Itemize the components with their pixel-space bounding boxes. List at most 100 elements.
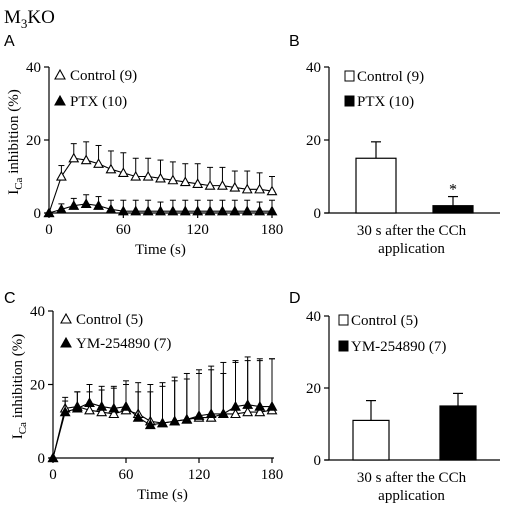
y-axis-label-tail: inhibition (%): [6, 89, 22, 177]
data-point: [155, 205, 166, 216]
data-point: [266, 205, 278, 216]
x-tick-label: 0: [49, 467, 57, 483]
legend-marker: [54, 68, 66, 80]
data-point: [179, 176, 191, 187]
data-point: [230, 408, 241, 419]
legend-swatch: [338, 314, 349, 326]
data-point: [117, 167, 129, 177]
y-axis-label-sub: Ca: [17, 422, 29, 434]
data-point: [68, 152, 80, 163]
legend-marker: [54, 94, 66, 106]
data-point: [105, 203, 117, 214]
data-point: [157, 417, 168, 428]
legend-label: Control (9): [357, 69, 424, 85]
data-point: [93, 158, 104, 168]
data-point: [204, 179, 216, 190]
data-point: [229, 205, 241, 216]
data-point: [167, 174, 179, 185]
panel-c: C 0 20 40 0 60 120 180 Time (s) ICa inhibition (%…: [4, 290, 283, 503]
data-point: [55, 203, 67, 214]
bar: [439, 405, 477, 461]
legend-label: YM-254890 (7): [76, 336, 171, 352]
panel-label: B: [289, 33, 300, 50]
data-point: [181, 413, 193, 424]
legend-label: PTX (10): [357, 94, 414, 110]
data-point: [242, 406, 254, 417]
data-point: [93, 200, 104, 210]
data-point: [167, 205, 179, 216]
y-tick-label: 0: [34, 206, 42, 222]
panel-label: A: [4, 33, 15, 50]
data-point: [108, 408, 120, 419]
figure-title: M3KO: [4, 7, 55, 31]
data-point: [144, 419, 156, 430]
data-point: [192, 178, 204, 188]
x-axis-label-line: 30 s after the CCh: [357, 470, 467, 486]
data-point: [266, 185, 278, 196]
legend-swatch: [338, 340, 349, 352]
legend-marker: [60, 336, 72, 348]
x-tick-label: 60: [119, 467, 134, 483]
data-point: [254, 406, 266, 417]
legend-marker: [60, 312, 72, 324]
data-point: [230, 400, 241, 411]
data-point: [59, 406, 71, 417]
data-point: [43, 207, 55, 218]
data-point: [80, 198, 92, 209]
series-treatment: [47, 356, 278, 463]
y-tick-label: 0: [314, 453, 322, 469]
bar: [355, 157, 397, 214]
legend-label: YM-254890 (7): [351, 339, 446, 355]
data-point: [217, 179, 228, 190]
x-tick-label: 120: [188, 467, 211, 483]
x-axis-label: Time (s): [135, 242, 186, 258]
legend-swatch: [344, 95, 355, 107]
data-point: [241, 183, 253, 194]
y-tick-label: 20: [26, 133, 41, 149]
data-point: [84, 404, 95, 415]
series-treatment: [43, 194, 278, 218]
legend-label: Control (9): [70, 68, 137, 84]
x-tick-label: 180: [261, 467, 284, 483]
legend-label: Control (5): [76, 312, 143, 328]
data-point: [47, 452, 59, 463]
data-point: [193, 410, 205, 420]
y-tick-label: 40: [26, 60, 41, 76]
data-point: [96, 406, 108, 417]
x-tick-label: 180: [261, 222, 284, 238]
data-point: [192, 205, 204, 216]
x-axis-label-line: application: [378, 488, 445, 504]
data-point: [242, 399, 254, 409]
y-axis-label: ICa inhibition (%): [6, 89, 25, 195]
data-point: [142, 205, 154, 216]
x-tick-label: 0: [45, 222, 53, 238]
y-tick-label: 20: [306, 133, 321, 149]
y-axis-label-sub: Ca: [13, 177, 25, 189]
data-point: [179, 205, 191, 216]
y-axis-label-tail: inhibition (%): [10, 334, 26, 422]
y-axis-label-main: I: [10, 434, 26, 439]
data-point: [217, 205, 228, 216]
data-point: [217, 408, 229, 419]
y-tick-label: 40: [30, 304, 45, 320]
legend-swatch: [344, 70, 355, 82]
x-axis-label: Time (s): [137, 487, 188, 503]
panel-a: A 0 20 40 0 60 120 180 Time (s) ICa inhibition (%…: [4, 33, 283, 258]
data-point: [229, 181, 241, 192]
data-point: [55, 170, 67, 181]
y-tick-label: 40: [306, 309, 321, 325]
data-point: [204, 205, 216, 216]
data-point: [84, 397, 95, 408]
data-point: [68, 200, 80, 210]
data-point: [130, 205, 142, 216]
data-point: [254, 183, 266, 194]
x-tick-label: 60: [116, 222, 131, 238]
bar: [352, 419, 390, 461]
x-tick-label: 120: [186, 222, 209, 238]
y-tick-label: 0: [314, 206, 322, 222]
data-point: [117, 205, 129, 216]
data-point: [266, 400, 278, 411]
panel-b: B 0 20 40 Control (9) * PTX (10) 30 s after the…: [289, 33, 500, 257]
y-tick-label: 20: [306, 381, 321, 397]
